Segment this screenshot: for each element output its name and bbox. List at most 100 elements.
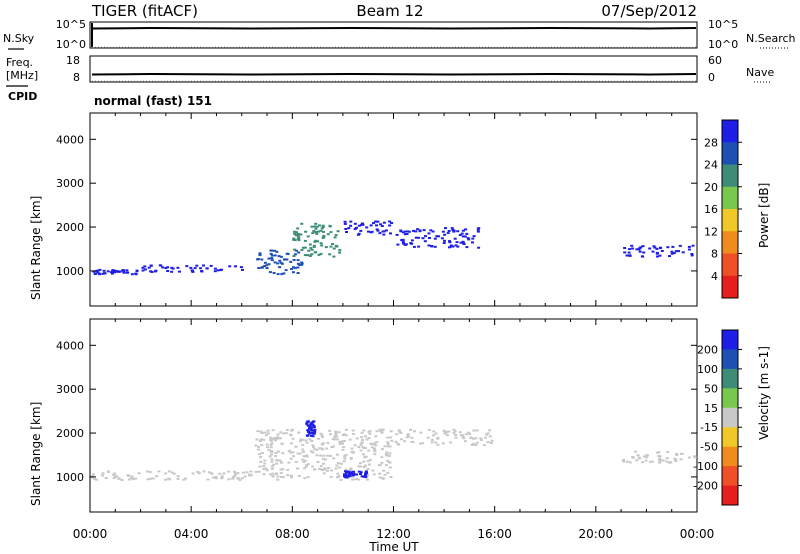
power-cell [315,225,319,228]
velocity-cell [636,454,640,457]
power-cell [102,272,106,275]
velocity-cell [257,470,261,473]
power-cell [461,229,465,232]
velocity-cell [452,428,456,431]
power-cell [303,246,307,249]
power-cell [315,232,319,235]
velocity-cell [379,430,383,433]
power-cell [463,235,467,238]
velocity-cell [367,430,371,433]
velocity-cell [365,478,369,481]
velocity-cell [674,460,678,462]
x-tick-label: 16:00 [477,527,512,541]
power-cell [380,225,384,227]
power-cell [92,270,96,273]
power-colorbar-segment [722,120,738,143]
velocity-cell [128,478,131,481]
velocity-cell [304,439,308,442]
power-cell [423,240,427,243]
velocity-cell [328,429,332,432]
power-cell [310,253,314,256]
velocity-cell [315,448,319,451]
power-cell [424,235,427,238]
velocity-cell [326,469,329,472]
velocity-cell [641,461,645,464]
velocity-cell [344,470,347,473]
velocity-cell [348,438,352,441]
power-cell [276,273,280,276]
power-cell [375,224,378,227]
power-cell [113,271,117,274]
cpid-value: normal (fast) 151 [94,94,212,108]
velocity-panel-frame [89,318,698,513]
power-cell [658,246,662,249]
power-cell [268,271,272,274]
velocity-cell [322,454,326,457]
power-cell [428,237,431,239]
power-colorbar-segment [722,164,738,188]
velocity-cell [352,470,356,473]
power-cell [300,222,304,225]
velocity-cell [310,440,314,443]
power-cell [395,233,399,236]
velocity-cell [432,434,436,437]
power-cell [440,237,444,240]
power-cell [388,220,392,223]
power-colorbar-segment [722,142,738,165]
velocity-cell [321,448,325,451]
freq-panel-frame [89,55,698,83]
velocity-cell [359,449,363,452]
power-cell [687,248,691,251]
power-cell [628,254,632,257]
velocity-cell [308,438,312,441]
velocity-cell [309,426,313,429]
velocity-cell [146,470,150,473]
power-cell [258,254,262,257]
velocity-cell [349,470,353,472]
velocity-cell [320,443,324,445]
power-cell [329,245,333,248]
power-cell [382,221,386,224]
power-cell [360,223,364,226]
power-cell [322,235,326,238]
velocity-cell [674,458,678,461]
velocity-cell [344,434,348,437]
velocity-cell [290,442,293,445]
power-cell [625,254,629,257]
velocity-cell [645,454,649,457]
velocity-cell [326,442,330,445]
power-cell [285,258,289,261]
power-cell [293,267,297,270]
velocity-cell [489,442,493,444]
velocity-cell [373,449,377,452]
velocity-cell [394,440,398,443]
velocity-cell [233,474,237,477]
velocity-cell [463,440,467,443]
power-cell [314,227,318,230]
power-cell [300,263,304,266]
velocity-cell [368,463,371,466]
velocity-cell [386,443,390,446]
power-cell [317,230,321,233]
velocity-cell [274,473,278,476]
power-cell [409,242,413,245]
velocity-cell [331,438,335,440]
power-cell [360,222,364,225]
velocity-cell [400,438,403,441]
velocity-cell [658,461,662,464]
velocity-cell [250,474,253,477]
velocity-cell [127,474,131,477]
velocity-cell [270,460,274,463]
power-cell [453,237,457,240]
power-y-ticks: 1000 2000 3000 4000 [56,133,697,278]
velocity-cell [386,441,390,444]
velocity-cell [101,472,105,475]
power-cell [379,223,383,226]
velocity-cell [380,431,384,434]
power-cell [275,250,279,253]
power-cell [412,229,415,232]
noise-right-tick-bottom: 10^0 [708,38,738,51]
velocity-cell [276,459,280,462]
power-cell [263,261,267,264]
power-cell [228,265,232,268]
